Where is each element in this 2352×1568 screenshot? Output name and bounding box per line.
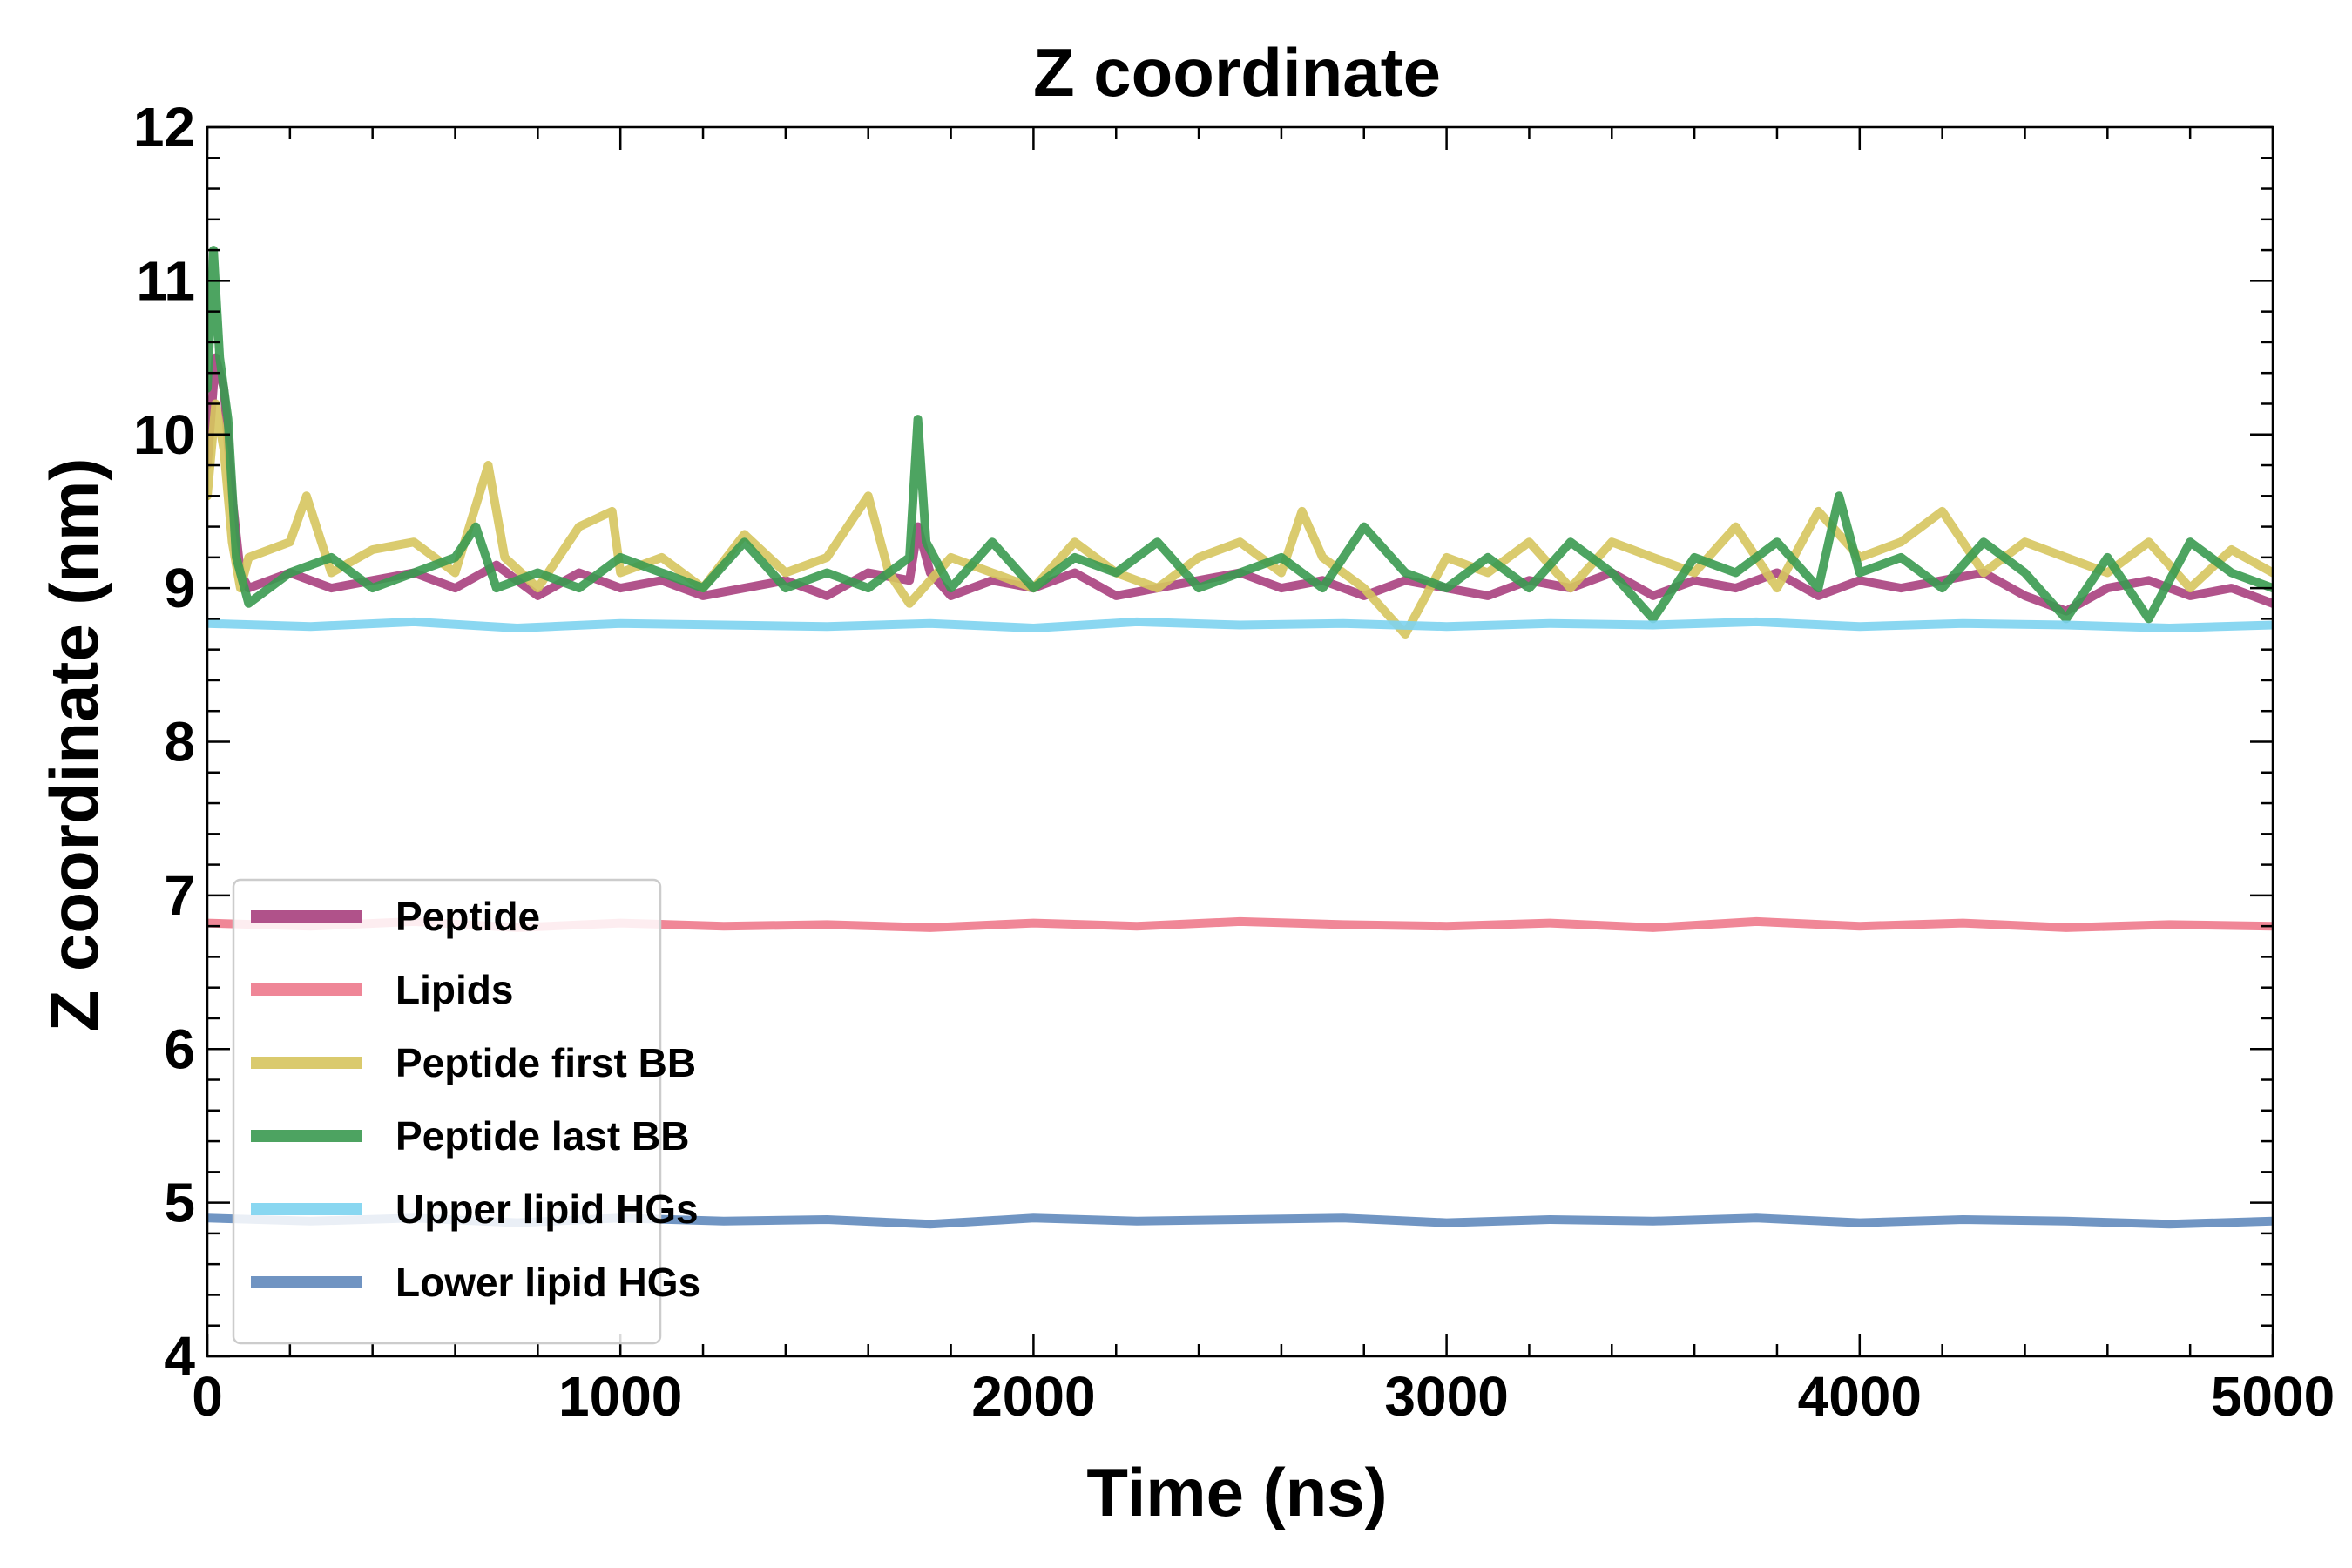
legend-label-peptide-first-bb: Peptide first BB — [395, 1040, 696, 1085]
y-tick-label: 5 — [164, 1172, 195, 1234]
x-tick-label: 5000 — [2211, 1365, 2335, 1428]
x-tick-label: 2000 — [971, 1365, 1095, 1428]
legend-label-peptide: Peptide — [395, 894, 540, 939]
series-line-peptide-first-bb — [207, 399, 2273, 639]
legend-label-peptide-last-bb: Peptide last BB — [395, 1113, 689, 1159]
y-tick-label: 11 — [136, 249, 195, 312]
y-tick-label: 6 — [164, 1017, 195, 1080]
series-line-peptide-last-bb — [207, 246, 2273, 624]
chart-title: Z coordinate — [1033, 34, 1441, 111]
y-axis-label: Z coordinate (nm) — [36, 458, 112, 1032]
legend: Peptide Lipids Peptide first BB Peptide las… — [232, 878, 700, 1345]
legend-label-lower-lipid-hgs: Lower lipid HGs — [395, 1260, 700, 1305]
y-tick-label: 12 — [133, 96, 195, 159]
plot-layer: 0 1000 2000 3000 4000 5000 4 5 6 7 8 9 10 11 12 Peptide… — [133, 96, 2335, 1428]
y-tick-label: 7 — [164, 864, 195, 927]
y-tick-label: 4 — [164, 1325, 195, 1388]
x-tick-label: 3000 — [1384, 1365, 1508, 1428]
x-axis-label: Time (ns) — [1086, 1454, 1387, 1531]
x-tick-label: 0 — [192, 1365, 223, 1428]
legend-label-lipids: Lipids — [395, 967, 513, 1012]
x-tick-label: 1000 — [558, 1365, 682, 1428]
series-line-upper-lipid-hgs — [207, 617, 2273, 632]
y-tick-label: 9 — [164, 557, 195, 619]
series-line-peptide — [207, 353, 2273, 616]
legend-label-upper-lipid-hgs: Upper lipid HGs — [395, 1186, 699, 1232]
y-tick-label: 10 — [133, 403, 195, 466]
y-tick-label: 8 — [164, 711, 195, 774]
x-tick-label: 4000 — [1798, 1365, 1922, 1428]
